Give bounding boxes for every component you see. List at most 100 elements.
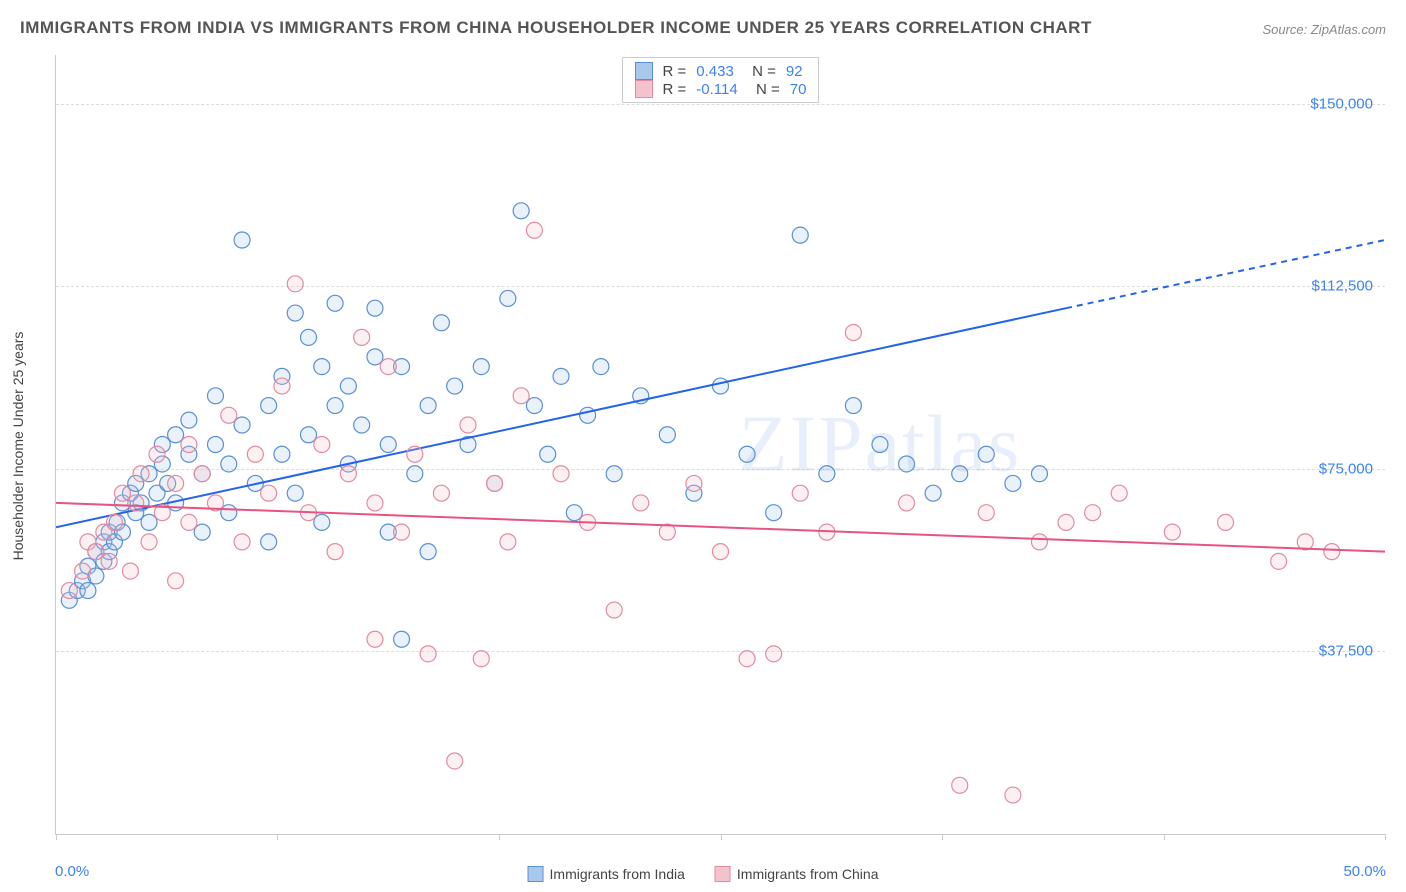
scatter-point [433,485,449,501]
x-tick [499,834,500,840]
scatter-point [1031,534,1047,550]
scatter-point [394,524,410,540]
scatter-point [367,495,383,511]
scatter-point [234,232,250,248]
scatter-point [261,485,277,501]
y-axis-label: Householder Income Under 25 years [10,332,26,561]
legend-item: Immigrants from China [715,866,879,882]
scatter-point [487,475,503,491]
trend-line [56,308,1066,527]
scatter-point [122,563,138,579]
scatter-point [819,466,835,482]
scatter-point [566,505,582,521]
scatter-point [207,437,223,453]
scatter-point [766,646,782,662]
scatter-point [340,466,356,482]
scatter-point [207,388,223,404]
scatter-point [80,583,96,599]
scatter-point [168,427,184,443]
scatter-point [553,368,569,384]
scatter-point [1085,505,1101,521]
scatter-point [181,514,197,530]
scatter-point [221,505,237,521]
scatter-point [978,446,994,462]
legend-swatch-india [528,866,544,882]
scatter-point [221,456,237,472]
scatter-point [952,466,968,482]
x-tick [277,834,278,840]
scatter-point [114,485,130,501]
scatter-point [1297,534,1313,550]
scatter-point [952,777,968,793]
scatter-point [301,427,317,443]
stat-n-label: N = [744,63,776,80]
scatter-point [354,329,370,345]
scatter-point [141,534,157,550]
scatter-point [513,203,529,219]
stat-row: R = -0.114 N = 70 [635,80,807,98]
scatter-point [1218,514,1234,530]
x-axis-min-label: 0.0% [55,863,89,880]
scatter-point [739,446,755,462]
scatter-point [1111,485,1127,501]
scatter-point [792,485,808,501]
stat-r-label: R = [663,81,687,98]
scatter-point [513,388,529,404]
stat-r-label: R = [663,63,687,80]
stat-row: R = 0.433 N = 92 [635,62,807,80]
scatter-point [274,446,290,462]
scatter-point [473,651,489,667]
scatter-point [327,398,343,414]
scatter-point [713,544,729,560]
scatter-point [354,417,370,433]
scatter-point [1164,524,1180,540]
scatter-point [194,466,210,482]
stat-r-value: -0.114 [696,81,737,98]
chart-title: IMMIGRANTS FROM INDIA VS IMMIGRANTS FROM… [20,18,1092,38]
scatter-point [314,514,330,530]
scatter-point [314,359,330,375]
scatter-point [133,466,149,482]
scatter-point [420,544,436,560]
x-tick [721,834,722,840]
scatter-point [593,359,609,375]
x-tick [56,834,57,840]
scatter-point [380,437,396,453]
x-tick [1164,834,1165,840]
scatter-point [420,398,436,414]
stat-n-value: 70 [790,81,807,98]
scatter-point [899,456,915,472]
x-tick [1385,834,1386,840]
scatter-point [168,475,184,491]
scatter-point [407,446,423,462]
source-label: Source: ZipAtlas.com [1262,22,1386,37]
scatter-point [526,398,542,414]
scatter-point [88,544,104,560]
scatter-point [686,475,702,491]
scatter-point [261,534,277,550]
scatter-point [61,583,77,599]
scatter-point [234,534,250,550]
scatter-point [327,544,343,560]
scatter-point [606,602,622,618]
legend-item: Immigrants from India [528,866,685,882]
scatter-point [287,305,303,321]
scatter-point [340,378,356,394]
scatter-point [1005,787,1021,803]
scatter-point [792,227,808,243]
scatter-point [287,276,303,292]
chart-container: IMMIGRANTS FROM INDIA VS IMMIGRANTS FROM… [0,0,1406,892]
legend-swatch-china [635,80,653,98]
scatter-point [149,446,165,462]
scatter-point [327,295,343,311]
scatter-point [553,466,569,482]
scatter-point [101,553,117,569]
scatter-point [500,534,516,550]
stat-legend-box: R = 0.433 N = 92 R = -0.114 N = 70 [622,57,820,103]
scatter-point [75,563,91,579]
trend-line-extension [1066,240,1385,308]
scatter-point [181,412,197,428]
scatter-point [380,359,396,375]
scatter-point [899,495,915,511]
scatter-point [106,514,122,530]
